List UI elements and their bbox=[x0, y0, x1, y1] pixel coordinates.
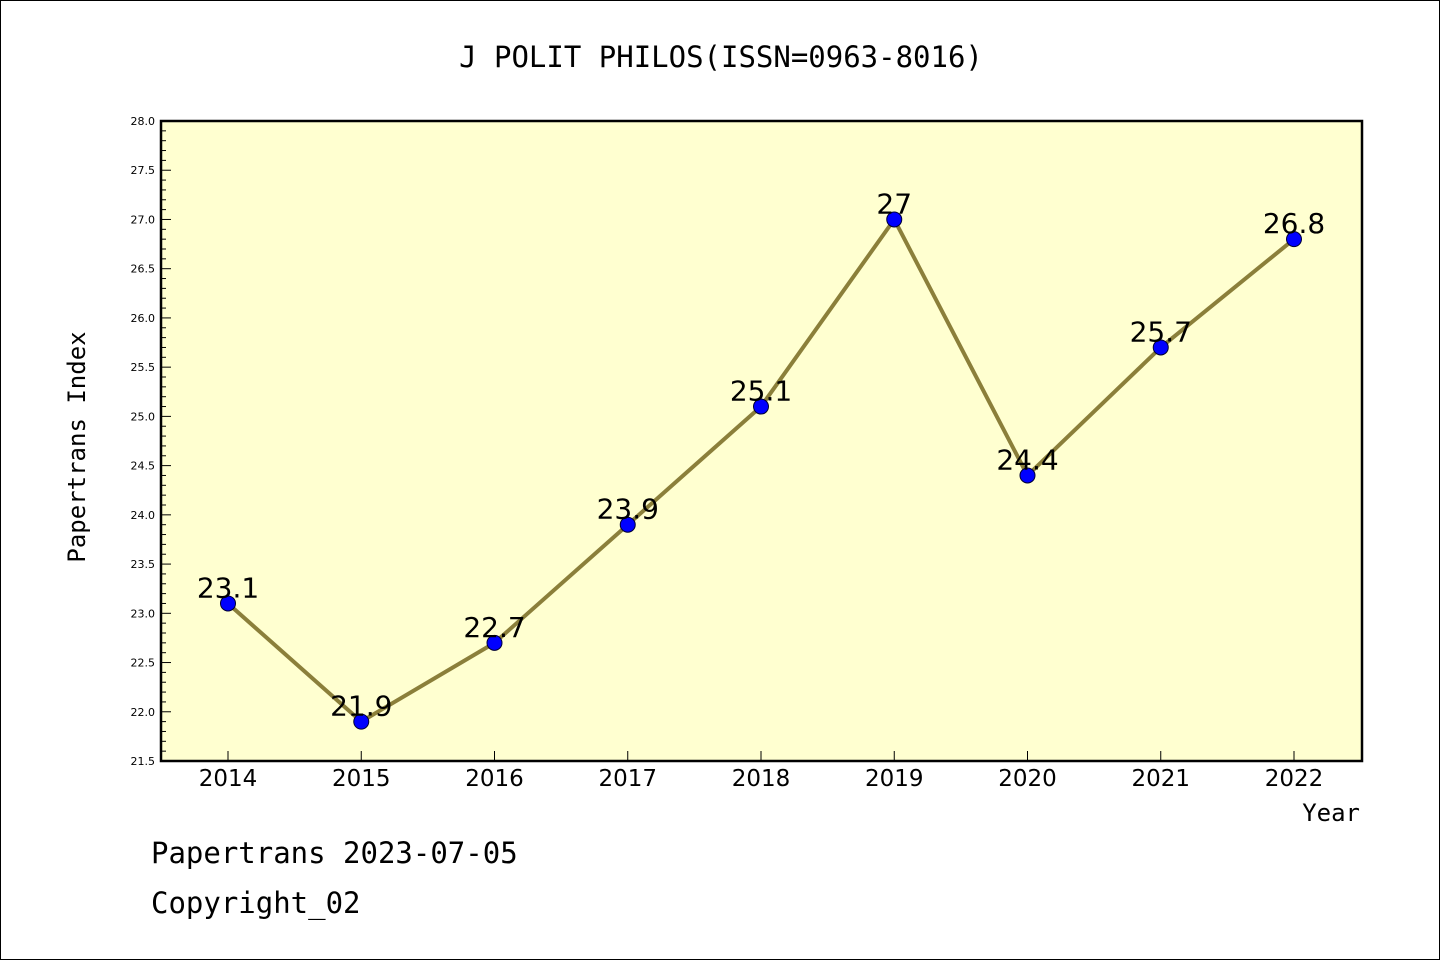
data-point bbox=[220, 595, 236, 612]
x-tick-label: 2014 bbox=[199, 766, 258, 792]
y-axis-label: Papertrans Index bbox=[63, 331, 91, 562]
series-layer: 23.1 21.9 22.7 23.9 25.1 27 24.4 25.7 26.8 bbox=[197, 187, 1325, 730]
x-tick-label: 2022 bbox=[1265, 766, 1324, 792]
data-point bbox=[1019, 467, 1036, 484]
data-point bbox=[353, 713, 370, 730]
x-tick-label: 2015 bbox=[332, 766, 391, 792]
data-point bbox=[1152, 339, 1169, 356]
x-tick-label: 2019 bbox=[865, 766, 924, 792]
y-tick-label: 23.0 bbox=[131, 607, 156, 620]
y-tick-label: 27.5 bbox=[131, 164, 156, 177]
data-label: 23.9 bbox=[597, 493, 659, 526]
data-point bbox=[886, 211, 903, 228]
y-tick-label: 22.0 bbox=[131, 706, 156, 719]
x-tick-label: 2021 bbox=[1131, 766, 1190, 792]
y-axis: 21.5 22.0 22.5 23.0 23.5 24.0 24.5 25.0 25.5 26.0… bbox=[131, 115, 171, 768]
data-point bbox=[1286, 231, 1302, 248]
y-tick-label: 27.0 bbox=[131, 213, 156, 226]
data-label: 22.7 bbox=[463, 611, 525, 644]
data-point bbox=[486, 634, 503, 651]
y-tick-label: 25.0 bbox=[131, 410, 156, 423]
footer-date-line: Papertrans 2023-07-05 bbox=[151, 836, 518, 870]
x-axis-label: Year bbox=[1302, 799, 1360, 827]
y-tick-label: 26.0 bbox=[131, 312, 156, 325]
data-label: 21.9 bbox=[330, 690, 392, 723]
data-label: 27 bbox=[876, 187, 912, 220]
data-label: 25.7 bbox=[1130, 315, 1192, 348]
x-tick-label: 2018 bbox=[732, 766, 791, 792]
y-tick-label: 24.5 bbox=[131, 460, 156, 473]
x-axis: 2014 2015 2016 2017 2018 2019 2020 2021 2022 bbox=[199, 751, 1324, 792]
data-label: 23.1 bbox=[197, 571, 259, 604]
data-label: 24.4 bbox=[996, 443, 1058, 476]
x-tick-label: 2016 bbox=[465, 766, 524, 792]
x-tick-label: 2020 bbox=[998, 766, 1057, 792]
y-tick-label: 25.5 bbox=[131, 361, 156, 374]
y-tick-label: 23.5 bbox=[131, 558, 156, 571]
y-tick-label: 24.0 bbox=[131, 509, 156, 522]
y-tick-label: 21.5 bbox=[131, 755, 156, 768]
data-point bbox=[619, 516, 636, 533]
data-point bbox=[753, 398, 769, 415]
chart-title: J POLIT PHILOS(ISSN=0963-8016) bbox=[459, 40, 983, 74]
y-tick-label: 28.0 bbox=[131, 115, 156, 128]
footer-copyright-line: Copyright_02 bbox=[151, 886, 361, 920]
plot-area bbox=[159, 119, 1364, 763]
x-tick-label: 2017 bbox=[598, 766, 657, 792]
data-label: 26.8 bbox=[1263, 207, 1325, 240]
y-tick-label: 22.5 bbox=[131, 657, 156, 670]
data-label: 25.1 bbox=[730, 375, 792, 408]
y-tick-label: 26.5 bbox=[131, 263, 156, 276]
